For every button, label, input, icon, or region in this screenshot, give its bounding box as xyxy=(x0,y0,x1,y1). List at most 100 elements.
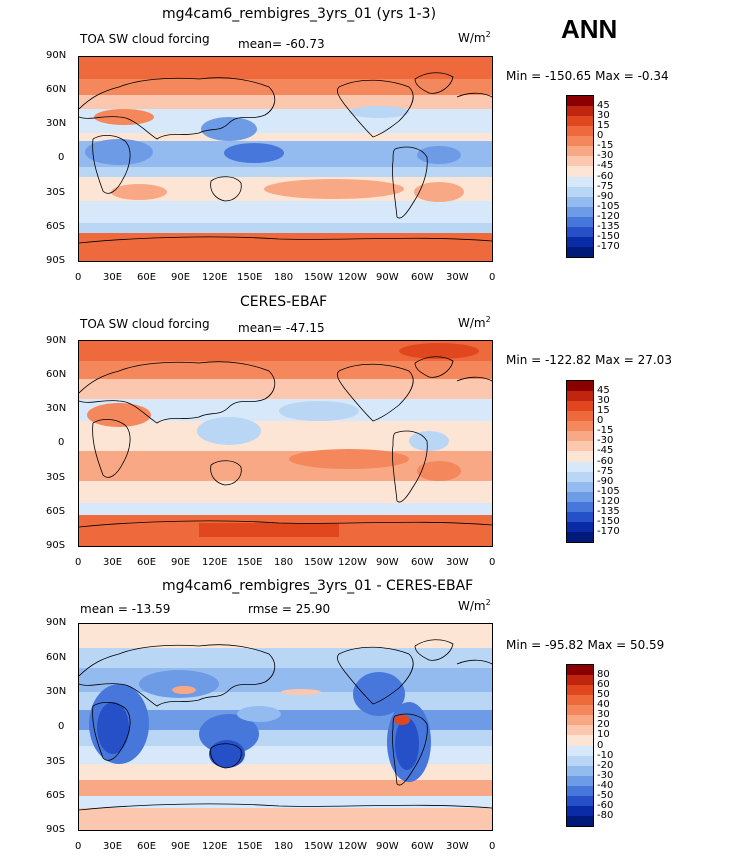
colorbar-level-label: -150 xyxy=(597,515,620,527)
lat-tick: 30S xyxy=(46,756,66,767)
lon-tick: 120E xyxy=(202,272,228,283)
colorbar-level-label: -45 xyxy=(597,445,614,457)
colorbar-swatch xyxy=(567,735,593,746)
panel-rmse-diff: rmse = 25.90 xyxy=(248,602,331,616)
colorbar-level-label: 40 xyxy=(597,699,610,711)
lon-tick: 180 xyxy=(274,557,294,568)
colorbar-level-label: 15 xyxy=(597,120,610,132)
colorbar-level-label: -30 xyxy=(597,769,614,781)
colorbar-swatch xyxy=(567,795,593,806)
lon-tick: 0 xyxy=(489,557,496,568)
panel-left-label-diff: mean = -13.59 xyxy=(80,602,171,616)
colorbar-swatch xyxy=(567,156,593,167)
lon-tick: 150W xyxy=(304,272,333,283)
lat-tick: 0 xyxy=(58,437,65,448)
colorbar-level-label: -90 xyxy=(597,475,614,487)
colorbar-swatch xyxy=(567,401,593,412)
panel-minmax-diff: Min = -95.82 Max = 50.59 xyxy=(506,638,665,652)
colorbar-level-label: -75 xyxy=(597,465,614,477)
lon-tick: 0 xyxy=(489,272,496,283)
colorbar-swatch xyxy=(567,765,593,776)
panel-left-label-model: TOA SW cloud forcing xyxy=(80,32,210,46)
panel-units-model: W/m2 xyxy=(458,30,491,45)
colorbar-level-label: 60 xyxy=(597,679,610,691)
panel-title-model: mg4cam6_rembigres_3yrs_01 (yrs 1-3) xyxy=(162,6,437,22)
lon-tick: 90E xyxy=(171,557,191,568)
colorbar-level-label: -40 xyxy=(597,779,614,791)
map-model-field xyxy=(79,57,492,261)
lat-tick: 90S xyxy=(46,824,66,835)
lon-tick: 60W xyxy=(411,272,434,283)
lon-tick: 60E xyxy=(137,557,157,568)
colorbar-diff xyxy=(566,664,594,827)
lon-tick: 0 xyxy=(75,557,82,568)
lat-tick: 30S xyxy=(46,187,66,198)
colorbar-swatch xyxy=(567,705,593,716)
lat-tick: 90S xyxy=(46,540,66,551)
colorbar-swatch xyxy=(567,226,593,237)
lon-tick: 120E xyxy=(202,557,228,568)
map-model xyxy=(78,56,493,262)
colorbar-swatch xyxy=(567,431,593,442)
lat-tick: 90N xyxy=(46,50,67,61)
colorbar-swatch xyxy=(567,126,593,137)
colorbar-swatch xyxy=(567,491,593,502)
lon-tick: 60E xyxy=(137,272,157,283)
colorbar-swatch xyxy=(567,675,593,686)
colorbar-swatch xyxy=(567,236,593,247)
lon-tick: 60E xyxy=(137,841,157,852)
colorbar-swatch xyxy=(567,481,593,492)
lat-tick: 90S xyxy=(46,255,66,266)
colorbar-swatch xyxy=(567,695,593,706)
colorbar-swatch xyxy=(567,196,593,207)
season-label: ANN xyxy=(561,14,618,44)
lon-tick: 180 xyxy=(274,272,294,283)
colorbar-model xyxy=(566,95,594,258)
colorbar-swatch xyxy=(567,815,593,826)
colorbar-obs xyxy=(566,380,594,543)
panel-left-label-obs: TOA SW cloud forcing xyxy=(80,317,210,331)
panel-units-obs: W/m2 xyxy=(458,315,491,330)
lon-tick: 0 xyxy=(75,272,82,283)
colorbar-swatch xyxy=(567,501,593,512)
colorbar-level-label: 10 xyxy=(597,729,610,741)
colorbar-swatch xyxy=(567,531,593,542)
lon-tick: 120E xyxy=(202,841,228,852)
lon-tick: 90W xyxy=(376,272,399,283)
colorbar-swatch xyxy=(567,116,593,127)
colorbar-swatch xyxy=(567,805,593,816)
colorbar-swatch xyxy=(567,391,593,402)
panel-mean-model: mean= -60.73 xyxy=(238,37,325,51)
colorbar-swatch xyxy=(567,755,593,766)
lat-tick: 60N xyxy=(46,84,67,95)
lat-tick: 60S xyxy=(46,506,66,517)
colorbar-level-label: 30 xyxy=(597,110,610,122)
colorbar-level-label: 0 xyxy=(597,739,604,751)
colorbar-level-label: -60 xyxy=(597,170,614,182)
colorbar-swatch xyxy=(567,461,593,472)
colorbar-level-label: -30 xyxy=(597,150,614,162)
lon-tick: 30E xyxy=(103,557,123,568)
colorbar-level-label: -120 xyxy=(597,210,620,222)
lon-tick: 150E xyxy=(237,272,263,283)
lat-tick: 60S xyxy=(46,790,66,801)
colorbar-swatch xyxy=(567,146,593,157)
colorbar-swatch xyxy=(567,176,593,187)
lon-tick: 180 xyxy=(274,841,294,852)
colorbar-swatch xyxy=(567,216,593,227)
colorbar-swatch xyxy=(567,106,593,117)
lat-tick: 90N xyxy=(46,617,67,628)
colorbar-level-label: -80 xyxy=(597,809,614,821)
map-obs-field xyxy=(79,341,492,546)
lon-tick: 90W xyxy=(376,557,399,568)
colorbar-level-label: -15 xyxy=(597,425,614,437)
lon-tick: 30W xyxy=(446,557,469,568)
colorbar-swatch xyxy=(567,685,593,696)
colorbar-level-label: 20 xyxy=(597,719,610,731)
colorbar-swatch xyxy=(567,166,593,177)
colorbar-swatch xyxy=(567,246,593,257)
lat-tick: 30S xyxy=(46,472,66,483)
lat-tick: 30N xyxy=(46,686,67,697)
lon-tick: 150W xyxy=(304,841,333,852)
lon-tick: 90E xyxy=(171,272,191,283)
